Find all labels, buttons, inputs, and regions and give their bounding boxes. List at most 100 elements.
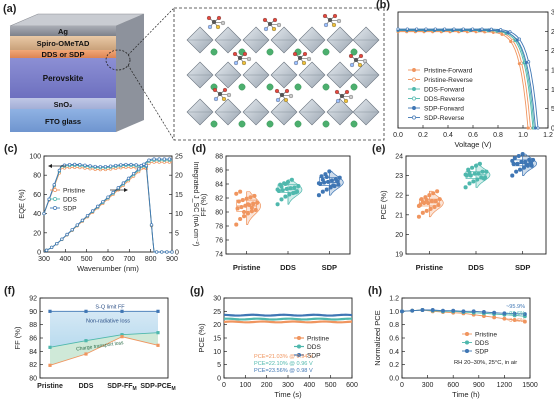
- data-point: [470, 165, 475, 170]
- x-tick-label: 600: [346, 382, 358, 389]
- y-axis-label: PCE (%): [197, 323, 206, 353]
- condition-label: RH 20–30%, 25°C, in air: [454, 360, 517, 366]
- jsc-point: [121, 181, 126, 185]
- y-tick-label: 60: [33, 192, 41, 199]
- a-site-cation: [210, 48, 218, 56]
- y-tick-label: 30: [213, 296, 221, 303]
- y-axis-label: PCE (%): [379, 190, 388, 220]
- arrow-left-head: [48, 164, 52, 168]
- x-tick-label: 900: [473, 382, 485, 389]
- data-point: [328, 185, 333, 190]
- legend-label: Pristine: [307, 336, 329, 343]
- data-point: [234, 191, 239, 196]
- y-tick-label: 1.2: [389, 296, 399, 303]
- y-tick-label: 20: [213, 322, 221, 329]
- data-point: [292, 185, 297, 190]
- legend-marker: [412, 77, 416, 82]
- molecule-atom: [215, 24, 221, 30]
- charts: (b)0.00.20.40.60.81.01.2051015202530Volt…: [4, 0, 554, 399]
- a-site-cation: [294, 83, 302, 91]
- data-point: [437, 197, 442, 202]
- y-tick-label: 86: [29, 336, 37, 343]
- data-point: [156, 331, 160, 335]
- data-point: [463, 185, 468, 190]
- eqe-point: [108, 164, 113, 168]
- y-tick-label: 15: [175, 192, 183, 199]
- molecule-atom: [357, 62, 363, 68]
- x-tick-label: 300: [422, 382, 434, 389]
- data-point: [436, 202, 441, 208]
- eqe-point: [144, 163, 149, 168]
- eqe-point: [149, 223, 154, 227]
- nonrad-region: [50, 311, 158, 348]
- data-point: [416, 214, 421, 219]
- eqe-point: [57, 168, 62, 173]
- molecule-atom: [206, 15, 212, 21]
- category-label: DDS: [79, 383, 94, 390]
- data-point: [420, 200, 425, 205]
- panel-f: (f) 80 82 84 86 88 90 92 FF (%) Pristine DDS SDP-FF…: [4, 285, 176, 392]
- eqe-point: [114, 163, 118, 168]
- category-label: Pristine: [37, 383, 63, 390]
- data-point: [522, 312, 527, 317]
- data-point: [325, 179, 331, 184]
- data-point: [471, 179, 476, 184]
- x-tick-label: 600: [447, 382, 459, 389]
- data-point: [510, 158, 515, 163]
- legend-label: DDS: [63, 197, 78, 204]
- zoom-ellipse: [105, 49, 131, 71]
- y-tick-label: 0.8: [389, 322, 399, 329]
- data-point: [245, 211, 251, 216]
- molecule-atom: [306, 56, 312, 62]
- eqe-point: [154, 250, 159, 254]
- jv-point: [415, 27, 419, 31]
- molecule-atom: [343, 98, 349, 104]
- x-tick-label: 600: [102, 256, 114, 263]
- y-tick-label: 20: [33, 230, 41, 237]
- data-point: [433, 199, 438, 204]
- molecule-atom: [334, 89, 340, 95]
- y-tick-label: 92: [29, 296, 37, 303]
- jsc-point: [162, 157, 166, 161]
- y-tick-label: 0: [551, 126, 554, 133]
- data-point: [510, 173, 515, 178]
- stack-right-side: [116, 14, 144, 132]
- y-tick-label: 90: [29, 309, 37, 316]
- y-tick-label: 80: [215, 210, 223, 217]
- y-tick-label: 10: [175, 211, 183, 218]
- data-point: [48, 363, 52, 367]
- jsc-point: [111, 190, 115, 195]
- data-point: [120, 333, 124, 337]
- data-point: [463, 172, 468, 177]
- molecule-atom: [348, 94, 354, 100]
- jsc-point: [126, 176, 131, 180]
- molecule-atom: [232, 51, 238, 57]
- data-point: [477, 161, 482, 166]
- data-point: [316, 193, 321, 198]
- data-point: [441, 308, 445, 313]
- panel-a-label: (a): [3, 3, 17, 15]
- y-tick-label: 5: [175, 230, 179, 237]
- data-point: [424, 208, 429, 213]
- eqe-point: [119, 163, 123, 167]
- data-point: [255, 200, 260, 205]
- a-site-cation: [210, 120, 218, 128]
- molecule-atom: [211, 19, 217, 25]
- jsc-point: [152, 157, 156, 161]
- x-axis-label: Wavenumber (nm): [77, 264, 139, 273]
- x-tick-label: 500: [325, 382, 337, 389]
- data-point: [528, 160, 533, 165]
- data-point: [416, 203, 421, 209]
- data-point: [320, 189, 325, 194]
- data-point: [514, 169, 519, 174]
- y-tick-label: 20: [551, 48, 554, 55]
- y-axis-label: Normalized PCE: [373, 310, 382, 365]
- jsc-point: [167, 157, 172, 161]
- jsc-point: [101, 200, 105, 204]
- y-tick-label: 84: [215, 182, 223, 189]
- data-point: [410, 308, 415, 313]
- data-point: [284, 186, 289, 191]
- panel-h: (h) 0 300 600 900 1200 1500 0.0 0.2 0.4 0.6 0.8 1.0 1…: [368, 285, 538, 399]
- data-point: [531, 157, 536, 162]
